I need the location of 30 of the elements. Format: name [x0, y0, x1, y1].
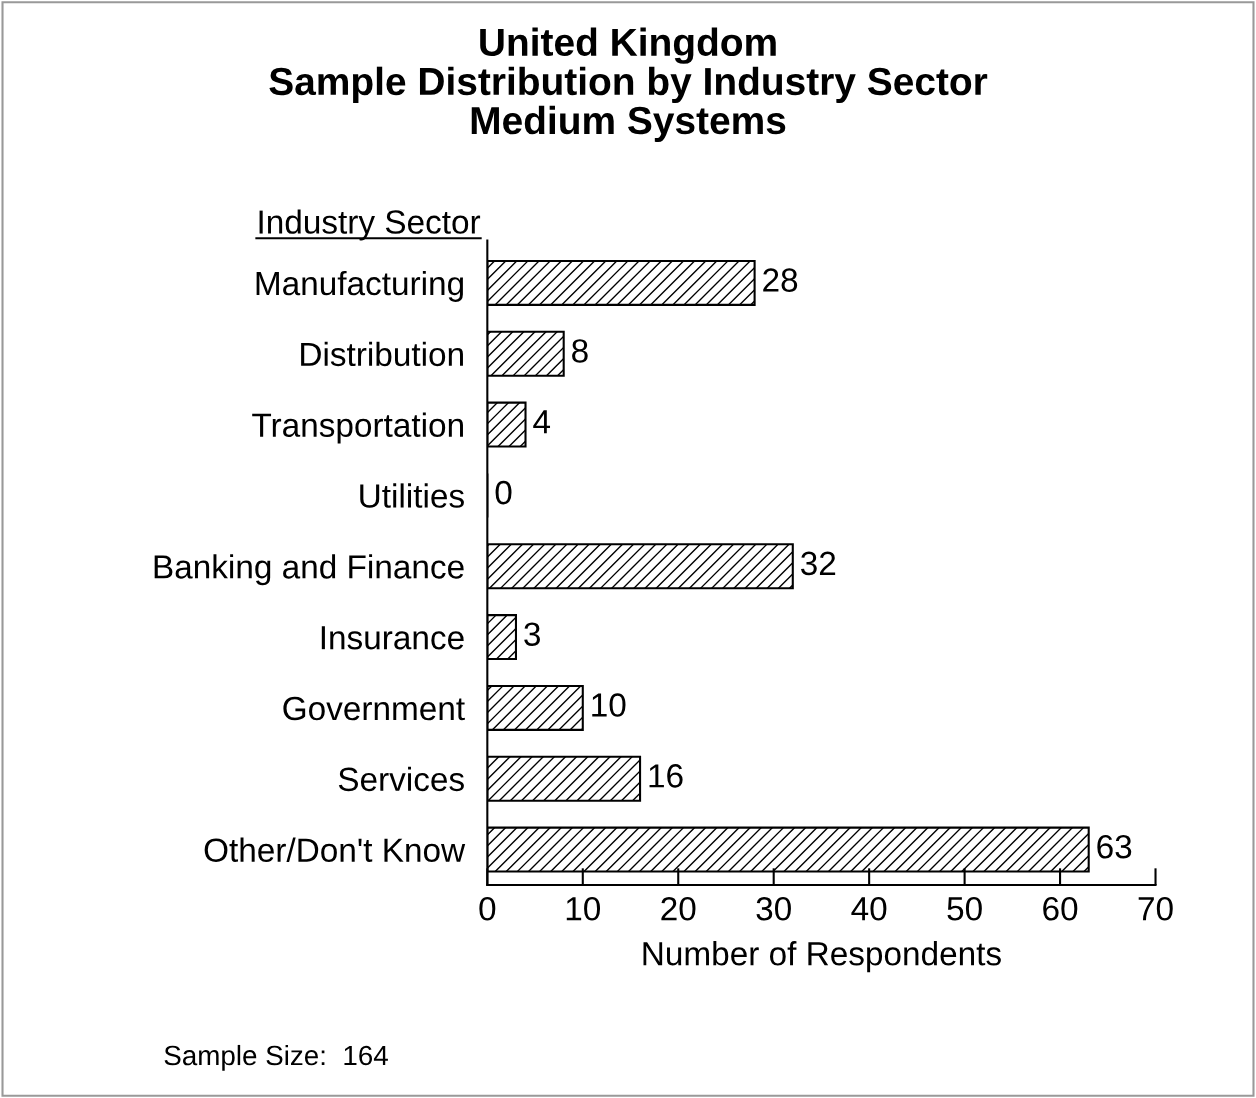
data-label: 63 [1097, 834, 1132, 859]
y-tick-label: Utilities [360, 483, 464, 508]
y-tick-label: Distribution [301, 341, 463, 367]
y-tick-label: Manufacturing [256, 270, 463, 302]
x-tick-label: 10 [566, 896, 601, 921]
x-tick-label: 60 [1043, 896, 1078, 921]
data-label: 4 [533, 410, 551, 434]
data-label: 28 [763, 268, 798, 292]
data-label: 32 [801, 551, 836, 576]
y-axis-title: Industry Sector [259, 209, 481, 241]
y-tick-label: Insurance [321, 626, 464, 650]
x-tick-label: 70 [1138, 896, 1173, 921]
x-tick-label: 50 [947, 896, 982, 921]
data-label: 8 [572, 339, 588, 363]
y-tick-label: Banking and Finance [154, 554, 464, 586]
data-label: 3 [524, 622, 540, 647]
x-axis-title: Number of Respondents [643, 941, 1001, 973]
x-tick-label: 30 [756, 896, 791, 921]
x-tick-label: 20 [661, 896, 696, 921]
x-tick-label: 40 [851, 896, 887, 921]
data-label: 10 [592, 693, 626, 717]
y-tick-label: Government [283, 696, 465, 721]
text: Sample Size: 164 [164, 1044, 388, 1071]
chart-title: United Kingdom Sample Distribution by Industry Sector Medium Systems [269, 27, 988, 143]
data-label: 0 [495, 480, 512, 505]
y-tick-label: Services [338, 766, 464, 792]
y-tick-label: Transportation [252, 412, 463, 444]
y-tick-label: Other/Don't Know [204, 837, 466, 862]
data-label: 16 [649, 764, 683, 788]
x-tick-label: 0 [479, 896, 496, 921]
